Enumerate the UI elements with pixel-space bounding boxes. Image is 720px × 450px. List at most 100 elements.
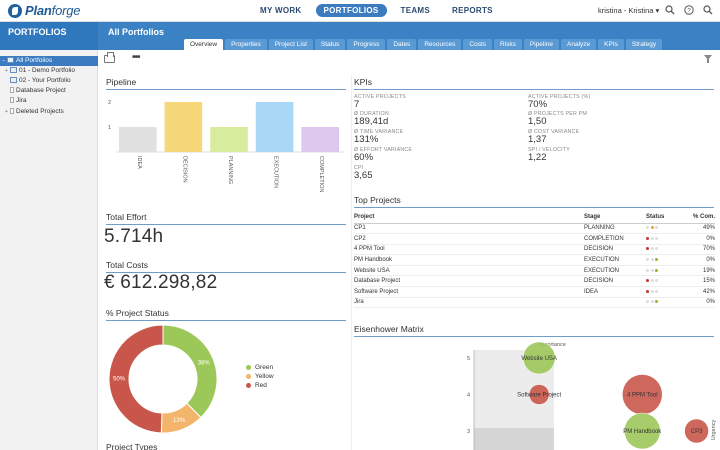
sidebar-tree: – All Portfolios +01 - Demo Portfolio 02 …: [0, 50, 98, 450]
x-axis-label: Importance: [538, 342, 566, 348]
tab-pipeline[interactable]: Pipeline: [523, 39, 560, 50]
help-icon[interactable]: ?: [684, 5, 694, 15]
bubble-label: PM Handbook: [623, 429, 662, 435]
tab-status[interactable]: Status: [314, 39, 346, 50]
total-costs-value: € 612.298,82: [104, 272, 218, 293]
pipeline-bar-execution[interactable]: [255, 102, 294, 152]
search-icon[interactable]: [665, 5, 675, 15]
table-row[interactable]: Jira 0%: [354, 297, 715, 309]
kpi-duration-value: 189,41d: [354, 116, 389, 127]
kpi-cost-variance-label: Ø COST VARIANCE: [528, 129, 580, 135]
donut-slice-green[interactable]: [162, 324, 218, 419]
completion-cell: 70%: [682, 244, 715, 256]
table-row[interactable]: CP2 COMPLETION 0%: [354, 233, 715, 245]
stage-cell: COMPLETION: [584, 233, 646, 245]
completion-cell: 15%: [682, 275, 715, 288]
project-name-cell[interactable]: CP1: [354, 223, 584, 235]
logo[interactable]: Planforge: [8, 3, 80, 18]
expand-toggle[interactable]: +: [5, 68, 8, 74]
table-row[interactable]: CP1 PLANNING 49%: [354, 223, 715, 235]
col-status[interactable]: Status: [646, 212, 682, 224]
project-name-cell[interactable]: Website USA: [354, 265, 584, 277]
status-light-icon: [655, 236, 658, 240]
tab-analyze[interactable]: Analyze: [561, 39, 597, 50]
bubble-cp3[interactable]: [684, 418, 709, 444]
y-tick-label: 3: [467, 429, 470, 435]
project-name-cell[interactable]: Jira: [354, 297, 584, 309]
expand-toggle[interactable]: +: [5, 109, 8, 115]
tab-kpis[interactable]: KPIs: [598, 39, 624, 50]
column-divider: [351, 75, 352, 450]
tree-item-jira[interactable]: Jira: [3, 96, 26, 106]
table-row[interactable]: Software Project IDEA 42%: [354, 286, 715, 298]
sidebar-title: PORTFOLIOS: [0, 22, 98, 50]
status-light-icon: [646, 258, 649, 261]
tab-project-list[interactable]: Project List: [268, 39, 313, 50]
pipeline-bar-completion[interactable]: [301, 127, 339, 152]
top-nav: MY WORK PORTFOLIOS TEAMS REPORTS: [252, 4, 501, 17]
yellow-swatch-icon: [246, 373, 251, 379]
status-light-icon: [650, 226, 654, 230]
bubble-website-usa[interactable]: [522, 341, 556, 375]
project-name-cell[interactable]: Database Project: [354, 275, 584, 288]
pipeline-bar-planning[interactable]: [210, 127, 248, 152]
tab-costs[interactable]: Costs: [463, 39, 493, 50]
kpi-projects-per-pm-label: Ø PROJECTS PER PM: [528, 111, 588, 117]
status-cell: [646, 223, 682, 235]
print-icon[interactable]: [104, 52, 115, 63]
project-name-cell[interactable]: CP2: [354, 233, 584, 245]
y-tick-label: 1: [108, 125, 111, 131]
status-light-icon: [650, 279, 654, 283]
nav-portfolios[interactable]: PORTFOLIOS: [315, 4, 387, 17]
pipeline-bar-idea[interactable]: [119, 127, 157, 152]
status-light-icon: [650, 289, 654, 293]
donut-slice-label: 38%: [198, 360, 211, 366]
global-search-icon[interactable]: [703, 5, 713, 15]
more-options-icon[interactable]: •••: [132, 52, 140, 63]
user-menu[interactable]: kristina - Kristina ▾: [598, 6, 660, 15]
tree-item-deleted-projects[interactable]: + Deleted Projects: [3, 107, 64, 117]
tab-dates[interactable]: Dates: [387, 39, 417, 50]
tree-item-all-portfolios[interactable]: – All Portfolios: [0, 56, 98, 66]
status-light-icon: [655, 258, 658, 261]
table-row[interactable]: Website USA EXECUTION 19%: [354, 265, 715, 277]
tree-item-database-project[interactable]: Database Project: [3, 86, 66, 96]
table-row[interactable]: PM Handbook EXECUTION 0%: [354, 254, 715, 266]
bubble-label: 4 PPM Tool: [627, 393, 658, 399]
pipeline-title: Pipeline: [106, 77, 346, 90]
bubble-software-project[interactable]: [528, 384, 550, 405]
tab-overview[interactable]: Overview: [184, 39, 224, 50]
nav-teams[interactable]: TEAMS: [400, 6, 431, 15]
tab-risks[interactable]: Risks: [494, 39, 522, 50]
tab-properties[interactable]: Properties: [225, 39, 267, 50]
nav-my-work[interactable]: MY WORK: [260, 6, 302, 15]
col-stage[interactable]: Stage: [584, 212, 646, 224]
nav-reports[interactable]: REPORTS: [452, 6, 493, 15]
tab-strategy[interactable]: Strategy: [625, 39, 663, 50]
tab-progress[interactable]: Progress: [347, 39, 386, 50]
tree-item-demo-portfolio[interactable]: +01 - Demo Portfolio: [3, 66, 75, 76]
status-light-icon: [655, 226, 658, 230]
status-light-icon: [646, 268, 649, 272]
bubble-pm-handbook[interactable]: [624, 412, 661, 450]
bubble-label: Software Project: [517, 393, 561, 399]
status-light-icon: [646, 279, 649, 283]
table-row[interactable]: 4 PPM Tool DECISION 70%: [354, 244, 715, 256]
tree-item-your-portfolio[interactable]: 02 - Your Portfolio: [3, 76, 71, 86]
filter-icon[interactable]: [704, 55, 712, 63]
donut-slice-red[interactable]: [108, 324, 164, 434]
project-name-cell[interactable]: Software Project: [354, 286, 584, 298]
kpi-active-projects-pct-value: 70%: [528, 99, 548, 110]
collapse-toggle[interactable]: –: [2, 58, 5, 64]
pipeline-bar-decision[interactable]: [164, 102, 203, 152]
tab-resources[interactable]: Resources: [418, 39, 462, 50]
col-project[interactable]: Project: [354, 212, 584, 224]
col-completion[interactable]: % Com.: [682, 212, 715, 224]
table-row[interactable]: Database Project DECISION 15%: [354, 275, 715, 288]
pipeline-chart: 1 2 IDEA DECISION PLANNING EXECUTION COMPLETIO…: [108, 100, 344, 192]
project-name-cell[interactable]: PM Handbook: [354, 254, 584, 266]
project-name-cell[interactable]: 4 PPM Tool: [354, 244, 584, 256]
stage-cell: DECISION: [584, 244, 646, 256]
project-icon: [10, 87, 14, 94]
total-costs-title: Total Costs: [106, 260, 346, 273]
